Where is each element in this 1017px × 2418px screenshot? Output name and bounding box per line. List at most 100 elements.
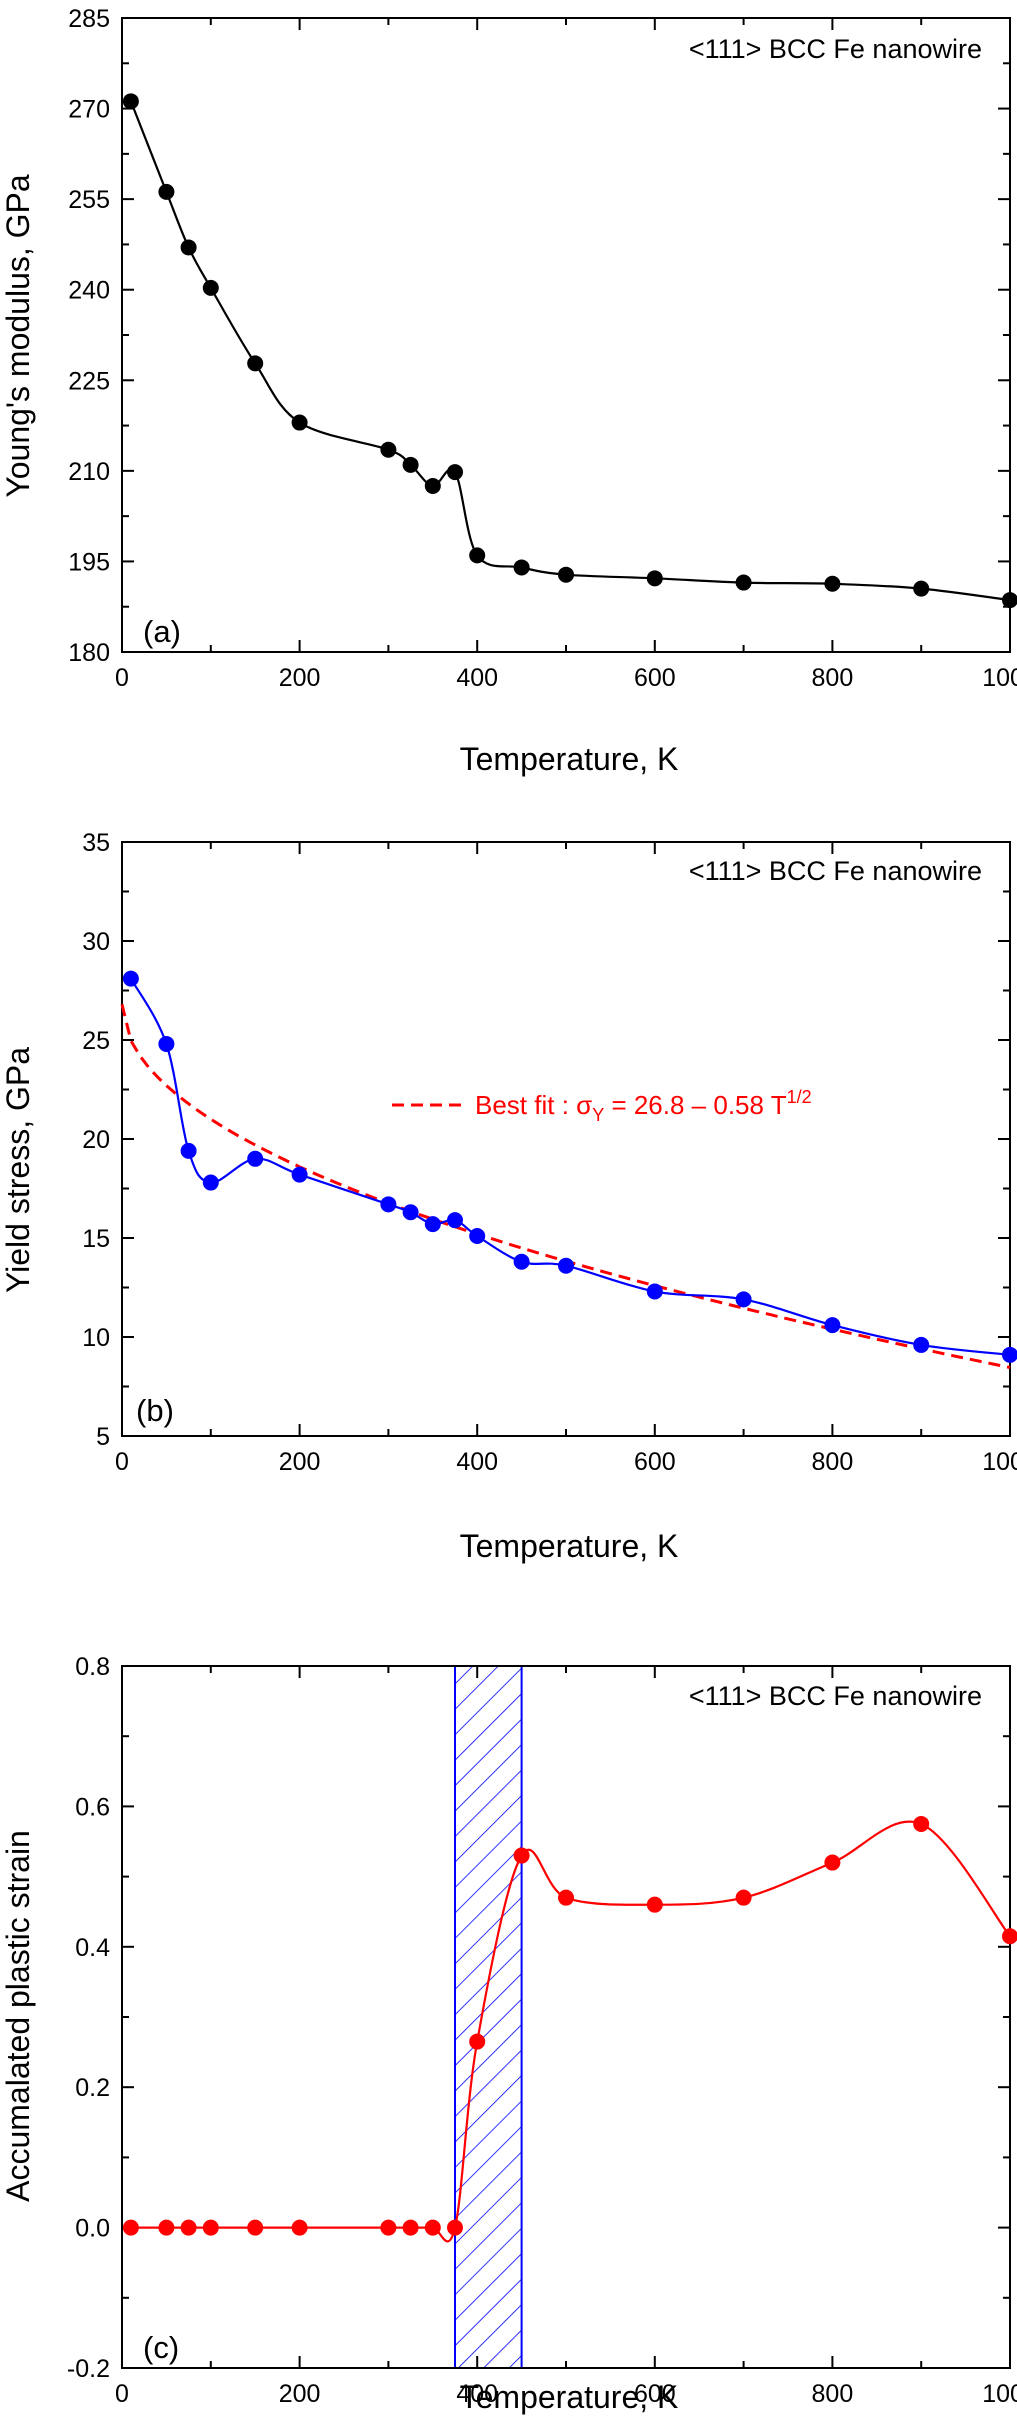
x-tick-label: 0 bbox=[115, 1448, 129, 1476]
y-tick-label: 0.2 bbox=[75, 2074, 110, 2102]
x-axis-title: Temperature, K bbox=[460, 1528, 679, 1564]
data-point bbox=[158, 183, 175, 200]
data-point bbox=[202, 2219, 219, 2236]
x-tick-label: 0 bbox=[115, 664, 129, 692]
data-point bbox=[202, 1174, 219, 1191]
data-point bbox=[735, 574, 752, 591]
y-axis-title: Accumalated plastic strain bbox=[0, 1830, 36, 2202]
data-point bbox=[469, 547, 486, 564]
series-line bbox=[129, 100, 1011, 602]
plot-frame bbox=[121, 841, 1011, 1437]
data-point bbox=[913, 580, 930, 597]
data-point bbox=[913, 1815, 930, 1832]
panel-label: (a) bbox=[143, 614, 181, 649]
data-point bbox=[247, 1150, 264, 1167]
data-point bbox=[735, 1889, 752, 1906]
y-tick-label: 210 bbox=[68, 458, 110, 486]
data-point bbox=[291, 2219, 308, 2236]
data-point bbox=[424, 477, 441, 494]
x-tick-label: 800 bbox=[812, 1448, 854, 1476]
data-point bbox=[1002, 1928, 1017, 1945]
data-point bbox=[402, 1204, 419, 1221]
data-point bbox=[180, 1142, 197, 1159]
data-point bbox=[247, 355, 264, 372]
data-point bbox=[824, 1317, 841, 1334]
x-tick-label: 400 bbox=[456, 2380, 498, 2408]
y-tick-label: 25 bbox=[82, 1027, 110, 1055]
x-tick-label: 200 bbox=[279, 1448, 321, 1476]
fit-label-mid: = 26.8 – 0.58 T bbox=[604, 1090, 786, 1120]
shaded-region bbox=[454, 1665, 523, 2369]
data-point bbox=[824, 575, 841, 592]
data-point bbox=[824, 1854, 841, 1871]
data-point bbox=[380, 1196, 397, 1213]
fit-legend: Best fit : σY = 26.8 – 0.58 T1/2 bbox=[392, 1087, 812, 1125]
fit-legend-label: Best fit : σY = 26.8 – 0.58 T1/2 bbox=[475, 1087, 812, 1125]
y-tick-label: 225 bbox=[68, 367, 110, 395]
x-tick-label: 1000 bbox=[982, 1448, 1017, 1476]
data-point bbox=[558, 1889, 574, 1906]
x-tick-label: 1000 bbox=[982, 2380, 1017, 2408]
data-point bbox=[380, 441, 397, 458]
data-point bbox=[1002, 592, 1017, 609]
data-point bbox=[646, 1896, 663, 1913]
fit-label-sub: Y bbox=[592, 1105, 604, 1125]
data-point bbox=[202, 279, 219, 296]
x-tick-label: 200 bbox=[279, 664, 321, 692]
data-point bbox=[122, 93, 139, 110]
y-tick-label: 195 bbox=[68, 548, 110, 576]
data-point bbox=[291, 1166, 308, 1183]
y-tick-label: 0.8 bbox=[75, 1653, 110, 1681]
panel-label: (b) bbox=[136, 1393, 174, 1428]
data-point bbox=[646, 570, 663, 587]
y-tick-label: 180 bbox=[68, 639, 110, 667]
plot-area-2: 0 200 400 600 800 1000 -0.2 0.0 0.2 0.4 0.6 0.8 bbox=[67, 1653, 1017, 2408]
plot-area-0: 0 200 400 600 800 1000 180 195 210 225 240 255 270 28… bbox=[68, 5, 1017, 692]
y-tick-label: 285 bbox=[68, 5, 110, 33]
x-tick-label: 1000 bbox=[982, 664, 1017, 692]
data-point bbox=[180, 239, 197, 256]
y-axis-title: Young's modulus, GPa bbox=[0, 174, 36, 498]
data-point bbox=[558, 566, 574, 583]
data-point bbox=[402, 2219, 419, 2236]
y-tick-label: 270 bbox=[68, 96, 110, 124]
data-point bbox=[447, 1212, 463, 1229]
data-point bbox=[513, 1253, 530, 1270]
data-point bbox=[513, 559, 530, 576]
panel-b: <111> BCC Fe nanowire (b) Temperature, K… bbox=[0, 856, 982, 1564]
x-tick-label: 800 bbox=[812, 2380, 854, 2408]
y-tick-label: 30 bbox=[82, 928, 110, 956]
x-tick-label: 600 bbox=[634, 664, 676, 692]
y-tick-label: 0.4 bbox=[75, 1934, 110, 1962]
data-point bbox=[122, 2219, 139, 2236]
y-axis-title: Yield stress, GPa bbox=[0, 1047, 36, 1293]
data-point bbox=[735, 1291, 752, 1308]
y-tick-label: -0.2 bbox=[67, 2355, 110, 2383]
panel-label: (c) bbox=[143, 2330, 179, 2365]
x-axis-title: Temperature, K bbox=[460, 741, 679, 777]
x-tick-label: 0 bbox=[115, 2380, 129, 2408]
panel-c: <111> BCC Fe nanowire (c) Temperature, K… bbox=[0, 1681, 982, 2415]
data-point bbox=[424, 2219, 441, 2236]
data-point bbox=[558, 1257, 574, 1274]
data-point bbox=[180, 2219, 197, 2236]
data-point bbox=[291, 414, 308, 431]
panel-a: <111> BCC Fe nanowire (a) Temperature, K… bbox=[0, 34, 982, 777]
series-line bbox=[129, 978, 1011, 1356]
x-axis-title: Temperature, K bbox=[460, 2379, 679, 2415]
y-tick-label: 5 bbox=[96, 1423, 110, 1451]
y-tick-label: 35 bbox=[82, 829, 110, 857]
series-line bbox=[130, 1820, 1011, 2243]
annotation: <111> BCC Fe nanowire bbox=[689, 856, 982, 886]
data-point bbox=[158, 2219, 175, 2236]
y-tick-label: 0.6 bbox=[75, 1793, 110, 1821]
fit-curve bbox=[120, 1004, 1011, 1369]
data-point bbox=[424, 1216, 441, 1233]
data-point bbox=[469, 1228, 486, 1245]
data-point bbox=[247, 2219, 264, 2236]
data-point bbox=[513, 1847, 530, 1864]
x-tick-label: 600 bbox=[634, 2380, 676, 2408]
data-point bbox=[646, 1283, 663, 1300]
fit-label-prefix: Best fit : σ bbox=[475, 1090, 592, 1120]
